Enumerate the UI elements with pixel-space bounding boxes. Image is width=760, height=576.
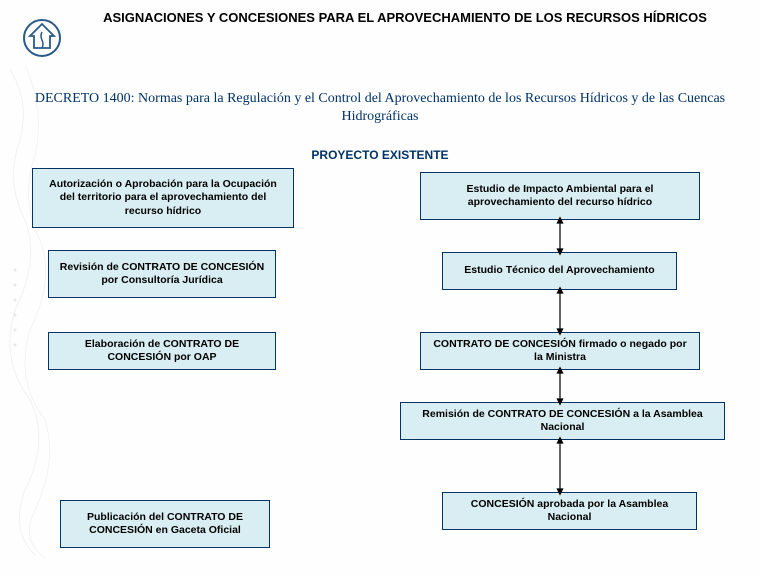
- section-label: PROYECTO EXISTENTE: [0, 148, 760, 162]
- page-title: ASIGNACIONES Y CONCESIONES PARA EL APROV…: [70, 10, 740, 27]
- background-map-decoration: [0, 60, 60, 560]
- flow-box-l2: Revisión de CONTRATO DE CONCESIÓN por Co…: [48, 250, 276, 298]
- flow-box-l4: Publicación del CONTRATO DE CONCESIÓN en…: [60, 500, 270, 548]
- flow-box-r4: Remisión de CONTRATO DE CONCESIÓN a la A…: [400, 402, 725, 440]
- decree-subtitle: DECRETO 1400: Normas para la Regulación …: [10, 90, 750, 126]
- flow-box-r1: Estudio de Impacto Ambiental para el apr…: [420, 172, 700, 220]
- flow-box-r5: CONCESIÓN aprobada por la Asamblea Nacio…: [442, 492, 697, 530]
- org-logo: [20, 18, 64, 63]
- flow-box-r3: CONTRATO DE CONCESIÓN firmado o negado p…: [420, 332, 700, 370]
- flow-box-l3: Elaboración de CONTRATO DE CONCESIÓN por…: [48, 332, 276, 370]
- flow-box-r2: Estudio Técnico del Aprovechamiento: [442, 252, 677, 290]
- flow-box-l1: Autorización o Aprobación para la Ocupac…: [32, 168, 294, 228]
